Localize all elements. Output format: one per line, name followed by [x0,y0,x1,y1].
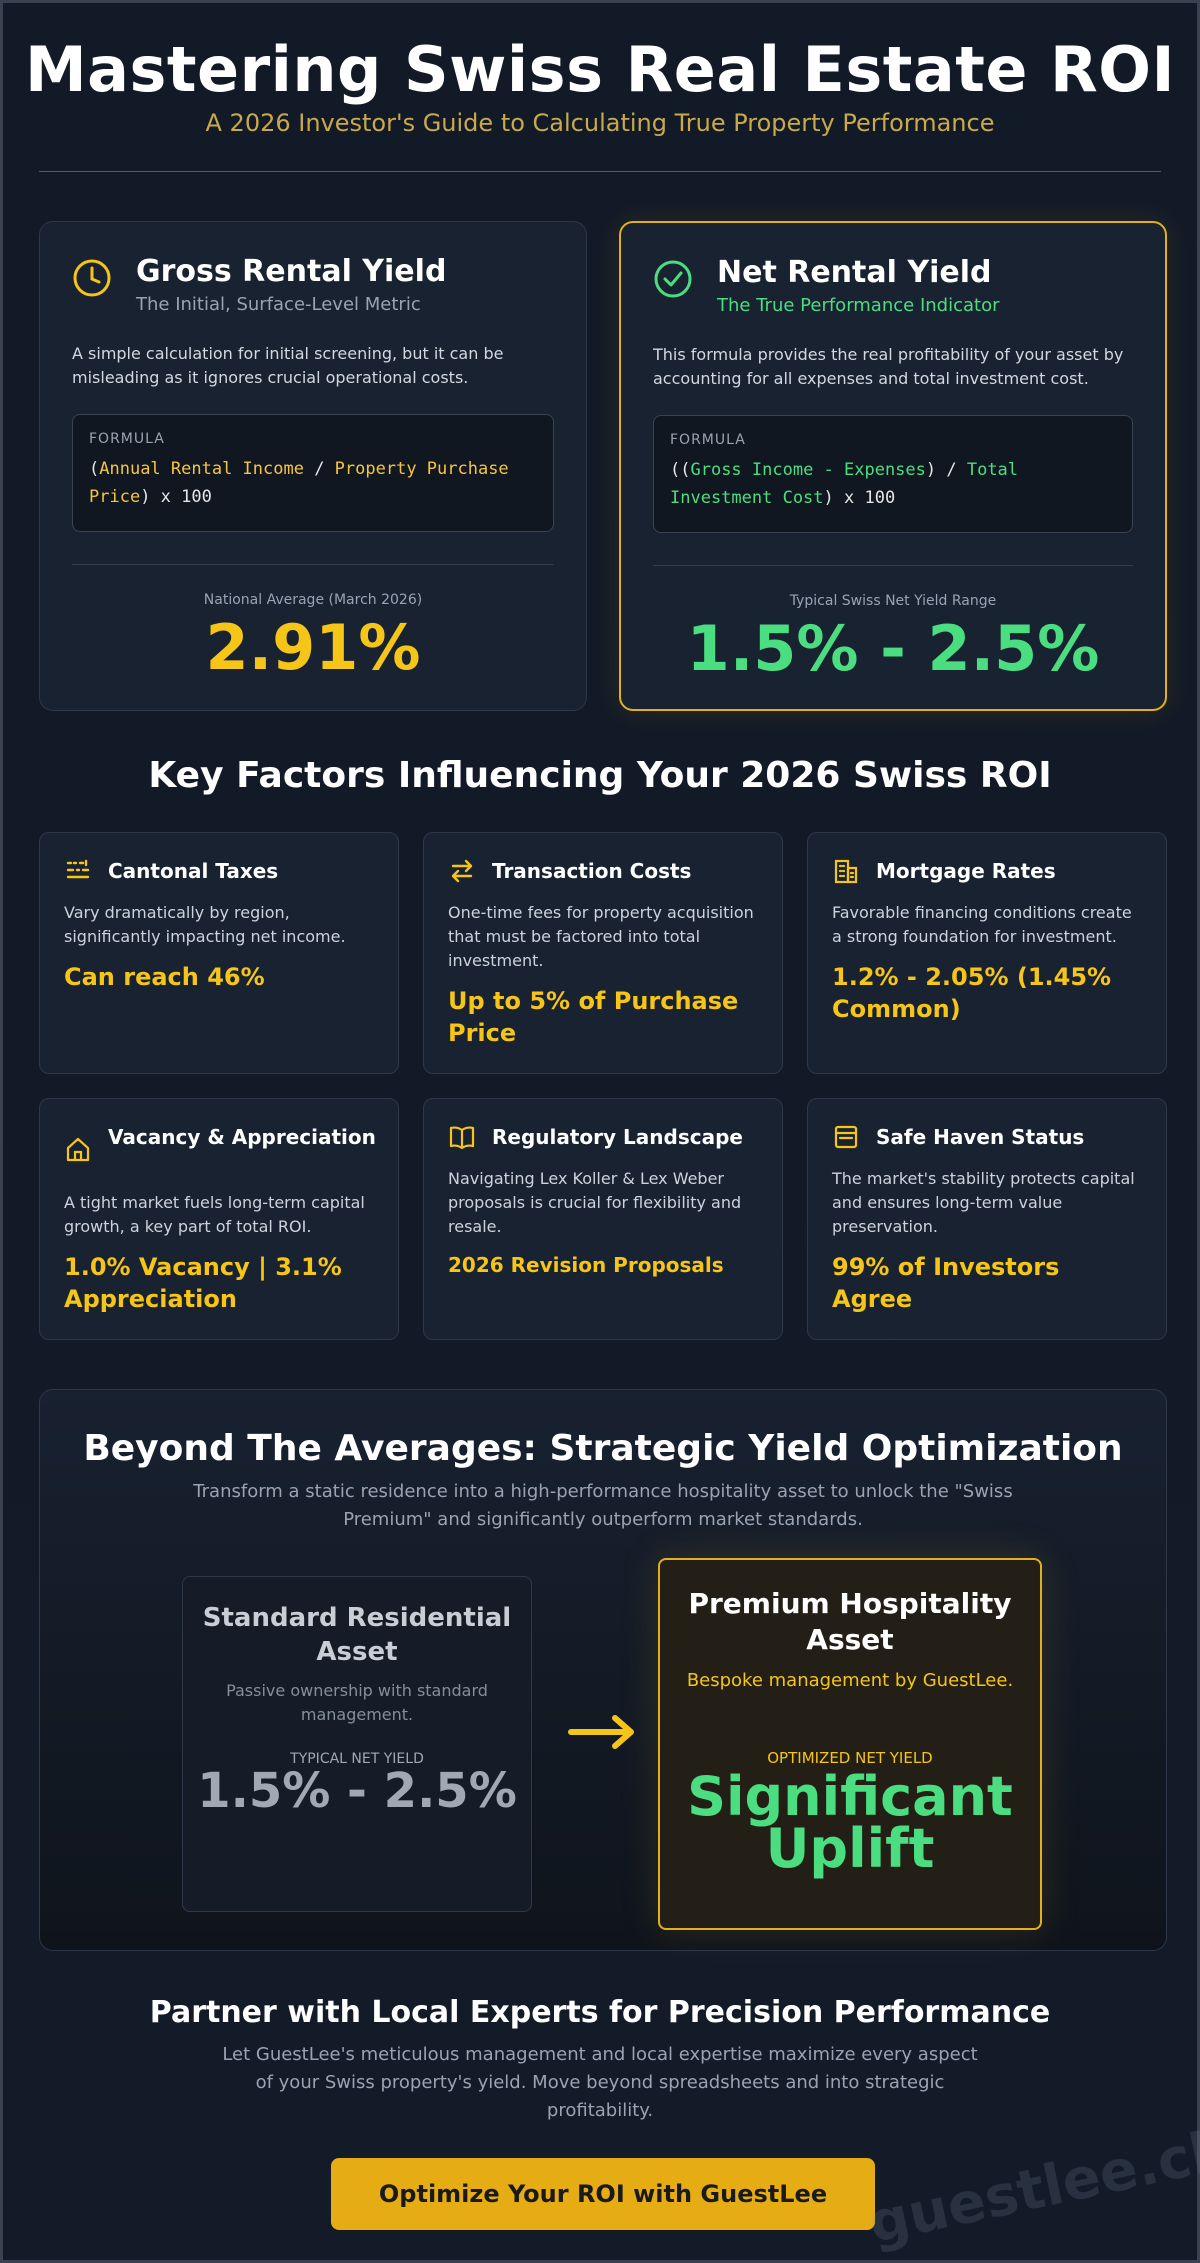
factor-description: A tight market fuels long-term capital g… [64,1193,365,1236]
header-divider [39,171,1161,172]
asset-subtitle: Bespoke management by GuestLee. [686,1670,1014,1691]
gross-yield-card: Gross Rental Yield The Initial, Surface-… [39,221,587,711]
factor-description: Navigating Lex Koller & Lex Weber propos… [448,1169,742,1236]
standard-asset-card: Standard Residential Asset Passive owner… [182,1576,532,1912]
factor-card-cantonal-taxes: Cantonal Taxes Vary dramatically by regi… [39,832,399,1074]
premium-asset-card: Premium Hospitality Asset Bespoke manage… [658,1558,1042,1930]
factor-title: Transaction Costs [492,859,692,883]
formula-label: FORMULA [670,432,746,448]
factor-card-mortgage-rates: Mortgage Rates Favorable financing condi… [807,832,1167,1074]
asset-yield-value: 1.5% - 2.5% [197,1763,517,1819]
factor-title: Mortgage Rates [876,859,1056,883]
formula-label: FORMULA [89,431,165,447]
exchange-icon [451,859,473,883]
card-subtitle: The True Performance Indicator [717,295,1000,316]
factor-title: Safe Haven Status [876,1125,1085,1149]
factor-value: 99% of Investors Agree [832,1253,1060,1313]
check-circle-icon [654,260,692,298]
asset-title: Standard Residential Asset [202,1603,512,1667]
divider [653,565,1133,566]
formula-box: FORMULA (Annual Rental Income / Property… [72,414,554,532]
factor-value: Can reach 46% [64,963,265,991]
metric-label: National Average (March 2026) [203,592,423,608]
factor-description: One-time fees for property acquisition t… [448,903,754,970]
watermark-logo: guestlee.ch [863,2116,1200,2257]
factor-card-transaction-costs: Transaction Costs One-time fees for prop… [423,832,783,1074]
factor-value: 1.0% Vacancy | 3.1% Appreciation [64,1253,342,1313]
divider [72,564,554,565]
factor-value: 2026 Revision Proposals [448,1253,724,1277]
factor-description: The market's stability protects capital … [832,1169,1135,1236]
factor-title: Vacancy & Appreciation [108,1125,376,1149]
partner-title: Partner with Local Experts for Precision… [149,1995,1051,2030]
metric-label: Typical Swiss Net Yield Range [789,593,997,609]
factor-card-regulatory-landscape: Regulatory Landscape Navigating Lex Koll… [423,1098,783,1340]
asset-title: Premium Hospitality Asset [688,1587,1012,1656]
factor-title: Regulatory Landscape [492,1125,743,1149]
partner-text: Let GuestLee's meticulous management and… [222,2044,978,2121]
asset-yield-value: Significant Uplift [687,1765,1013,1880]
book-icon [449,1126,475,1150]
factor-value: 1.2% - 2.05% (1.45% Common) [832,963,1112,1023]
card-description: A simple calculation for initial screeni… [72,344,504,387]
factor-description: Vary dramatically by region, significant… [64,903,346,946]
clock-icon [73,259,111,297]
optimization-title: Beyond The Averages: Strategic Yield Opt… [83,1428,1123,1469]
asset-yield-label: OPTIMIZED NET YIELD [767,1749,933,1767]
metric-value: 2.91% [205,611,421,684]
formula: ((Gross Income - Expenses) / Total Inves… [670,460,1019,508]
header: Mastering Swiss Real Estate ROI A 2026 I… [3,3,1197,137]
page-subtitle: A 2026 Investor's Guide to Calculating T… [205,109,995,137]
factor-description: Favorable financing conditions create a … [832,903,1132,946]
building-icon [834,859,858,884]
factor-title: Cantonal Taxes [108,859,279,883]
factor-card-vacancy-appreciation: Vacancy & Appreciation A tight market fu… [39,1098,399,1340]
card-title: Gross Rental Yield [136,254,447,289]
arrow-right-icon [568,1715,634,1749]
optimize-roi-button[interactable]: Optimize Your ROI with GuestLee [331,2158,875,2230]
asset-subtitle: Passive ownership with standard manageme… [226,1681,488,1724]
vault-icon [834,1125,858,1149]
card-description: This formula provides the real profitabi… [653,345,1124,388]
formula-box: FORMULA ((Gross Income - Expenses) / Tot… [653,415,1133,533]
page-title: Mastering Swiss Real Estate ROI [24,33,1176,106]
factor-card-safe-haven: Safe Haven Status The market's stability… [807,1098,1167,1340]
map-icon [66,859,90,879]
factor-value: Up to 5% of Purchase Price [448,987,739,1047]
formula: (Annual Rental Income / Property Purchas… [89,459,509,507]
home-icon [66,1137,90,1162]
factors-title: Key Factors Influencing Your 2026 Swiss … [148,755,1052,796]
card-subtitle: The Initial, Surface-Level Metric [136,294,421,315]
card-title: Net Rental Yield [717,255,992,290]
optimization-subtitle: Transform a static residence into a high… [193,1481,1013,1530]
metric-value: 1.5% - 2.5% [686,612,1100,685]
asset-yield-label: TYPICAL NET YIELD [290,1751,424,1767]
net-yield-card: Net Rental Yield The True Performance In… [619,221,1167,711]
optimization-panel: Beyond The Averages: Strategic Yield Opt… [39,1389,1167,1951]
